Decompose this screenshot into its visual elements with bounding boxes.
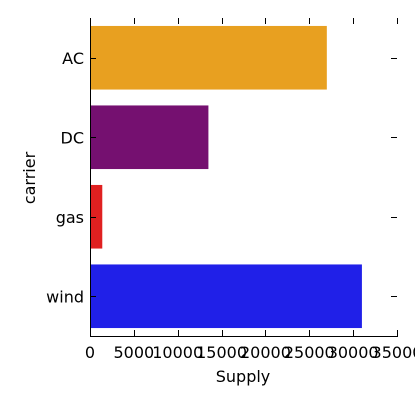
bars-group [90,25,362,329]
x-tick-label: 20000 [240,343,291,362]
x-axis-label: Supply [216,367,271,386]
y-tick-label: DC [61,128,85,147]
bar-wind [90,264,362,329]
y-tick-label: wind [46,287,84,306]
x-tick-label: 10000 [152,343,203,362]
y-ticks-group: AC DC gas wind [46,49,397,306]
x-tick-label: 25000 [284,343,335,362]
x-tick-label: 35000 [372,343,415,362]
y-axis-label: carrier [20,151,39,204]
x-ticks-group: 0 5000100001500020000250003000035000 [85,18,415,362]
bar-gas [90,184,103,249]
x-tick-label: 15000 [196,343,247,362]
y-tick-label: AC [62,49,84,68]
x-tick-label: 5000 [113,343,154,362]
y-tick-label: gas [56,208,84,227]
bar-DC [90,105,209,170]
x-tick-label: 30000 [328,343,379,362]
bar-AC [90,25,327,90]
x-tick-label: 0 [85,343,95,362]
axes-group [90,18,398,337]
